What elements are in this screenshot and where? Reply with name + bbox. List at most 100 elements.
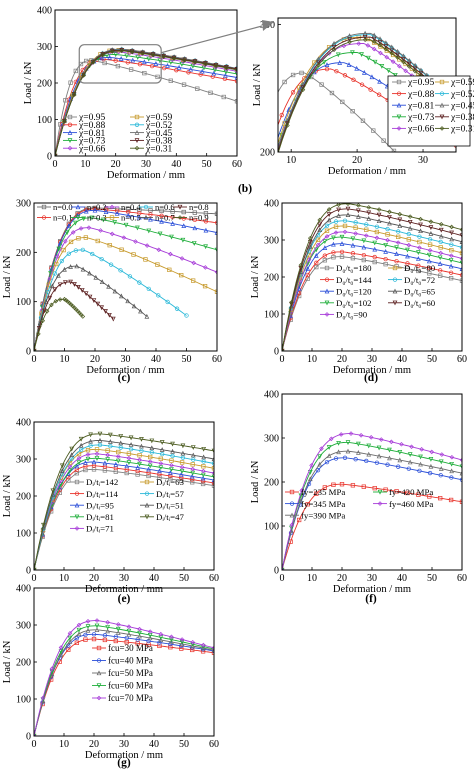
series-marker bbox=[119, 247, 124, 252]
series-marker bbox=[449, 230, 455, 236]
series-marker bbox=[438, 496, 443, 501]
legend-item: Dᵢ/tᵢ=95 bbox=[70, 500, 114, 510]
series-marker bbox=[211, 448, 214, 454]
series-marker bbox=[91, 298, 97, 303]
series-marker bbox=[377, 489, 383, 495]
series-marker bbox=[239, 310, 243, 314]
y-tick-label: 300 bbox=[16, 455, 31, 466]
legend-label: χ=0.45 bbox=[145, 129, 172, 139]
series-marker bbox=[223, 405, 227, 409]
y-tick-label: 400 bbox=[37, 6, 52, 17]
series-marker bbox=[156, 247, 162, 253]
series-marker bbox=[169, 462, 174, 468]
series-marker bbox=[56, 272, 61, 278]
series-marker bbox=[139, 443, 144, 449]
series-marker bbox=[158, 631, 164, 637]
series-marker bbox=[56, 246, 62, 252]
series-marker bbox=[169, 458, 174, 463]
series-marker bbox=[85, 627, 91, 633]
series-marker bbox=[72, 282, 77, 287]
zoom-region-box bbox=[78, 44, 162, 84]
series-marker bbox=[416, 263, 421, 268]
series-marker bbox=[147, 459, 153, 464]
legend-item: fy=235 MPa bbox=[285, 487, 345, 497]
legend-label: χ=0.66 bbox=[407, 125, 434, 135]
y-tick-label: 200 bbox=[260, 148, 275, 159]
series-marker bbox=[73, 220, 78, 226]
series-marker bbox=[40, 318, 46, 324]
series-marker bbox=[148, 454, 153, 460]
series-marker bbox=[169, 637, 174, 643]
series-marker bbox=[383, 262, 388, 267]
series-marker bbox=[246, 248, 250, 252]
series-marker bbox=[149, 63, 155, 69]
series-marker bbox=[116, 449, 121, 455]
series-marker bbox=[372, 240, 378, 246]
plot-frame bbox=[33, 587, 215, 737]
legend-label: D₀/t₀=90 bbox=[336, 310, 368, 320]
series-marker bbox=[412, 62, 418, 68]
series-marker bbox=[118, 268, 123, 273]
series-marker bbox=[179, 641, 185, 647]
series-marker bbox=[203, 211, 209, 216]
panel-letter: (b) bbox=[238, 183, 252, 195]
series-marker bbox=[100, 217, 106, 223]
series-marker bbox=[374, 224, 380, 229]
series-marker bbox=[428, 219, 434, 224]
series-line bbox=[34, 453, 214, 570]
series-marker bbox=[342, 73, 348, 78]
series-marker bbox=[110, 316, 116, 322]
series-marker bbox=[165, 62, 170, 68]
series-marker bbox=[324, 228, 330, 233]
series-marker bbox=[180, 455, 186, 460]
series-marker bbox=[186, 70, 191, 75]
legend-label: n=0.1 bbox=[53, 213, 73, 223]
series-marker bbox=[289, 522, 295, 528]
series-marker bbox=[159, 447, 165, 452]
series-marker bbox=[449, 253, 454, 259]
series-marker bbox=[179, 475, 184, 480]
series-marker bbox=[417, 468, 422, 474]
series-marker bbox=[144, 502, 150, 508]
series-marker bbox=[190, 462, 195, 467]
legend-item: χ=0.52 bbox=[130, 121, 172, 131]
series-marker bbox=[409, 66, 415, 71]
series-marker bbox=[92, 207, 98, 213]
x-tick-label: 10 bbox=[286, 155, 296, 166]
series-marker bbox=[83, 208, 89, 214]
series-marker bbox=[47, 295, 53, 301]
series-marker bbox=[335, 52, 341, 58]
series-marker bbox=[181, 223, 187, 228]
legend-item: fy=420 MPa bbox=[373, 487, 433, 497]
series-marker bbox=[94, 447, 100, 452]
series-marker bbox=[62, 118, 67, 124]
series-marker bbox=[439, 102, 445, 108]
series-marker bbox=[399, 441, 404, 447]
series-marker bbox=[201, 642, 206, 648]
x-tick-label: 10 bbox=[60, 354, 70, 365]
legend-label: χ=0.81 bbox=[407, 101, 434, 111]
series-marker bbox=[159, 213, 164, 218]
series-marker bbox=[428, 225, 434, 230]
series-marker bbox=[329, 90, 335, 96]
legend-item: χ=0.45 bbox=[130, 129, 172, 139]
series-marker bbox=[213, 63, 219, 69]
series-marker bbox=[418, 454, 423, 460]
y-tick-label: 200 bbox=[264, 478, 279, 489]
series-marker bbox=[372, 486, 377, 491]
series-marker bbox=[147, 463, 153, 469]
series-marker bbox=[208, 90, 213, 95]
series-marker bbox=[124, 53, 130, 59]
y-tick-label: 200 bbox=[37, 79, 52, 90]
series-marker bbox=[83, 637, 88, 642]
legend-label: Dᵢ/tᵢ=57 bbox=[156, 489, 184, 499]
series-marker bbox=[165, 299, 170, 305]
series-marker bbox=[278, 144, 279, 146]
series-marker bbox=[91, 459, 97, 465]
series-marker bbox=[406, 231, 411, 237]
series-marker bbox=[107, 432, 113, 438]
series-marker bbox=[137, 62, 143, 67]
series-marker bbox=[322, 253, 328, 258]
series-marker bbox=[168, 645, 173, 650]
series-marker bbox=[190, 477, 195, 482]
